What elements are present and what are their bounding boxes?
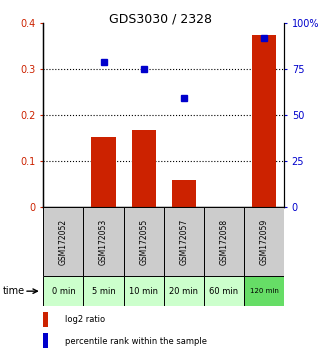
Text: 10 min: 10 min (129, 287, 158, 296)
Bar (124, 207, 164, 276)
Bar (43, 312, 48, 327)
Bar (83, 276, 124, 306)
Text: GSM172058: GSM172058 (219, 218, 229, 265)
Text: time: time (3, 286, 25, 296)
Bar (43, 276, 83, 306)
Text: GSM172053: GSM172053 (99, 218, 108, 265)
Bar (204, 276, 244, 306)
Text: log2 ratio: log2 ratio (65, 315, 105, 324)
Bar (252, 34, 276, 207)
Text: GSM172052: GSM172052 (59, 218, 68, 265)
Bar (83, 207, 124, 276)
Text: GSM172059: GSM172059 (259, 218, 269, 265)
Text: GSM172057: GSM172057 (179, 218, 188, 265)
Bar (244, 207, 284, 276)
Text: 20 min: 20 min (169, 287, 198, 296)
Bar (132, 130, 156, 207)
Bar (164, 276, 204, 306)
Bar (43, 207, 83, 276)
Text: 0 min: 0 min (52, 287, 75, 296)
Text: 60 min: 60 min (209, 287, 239, 296)
Bar (124, 276, 164, 306)
Bar (91, 137, 116, 207)
Text: percentile rank within the sample: percentile rank within the sample (65, 337, 207, 346)
Text: 120 min: 120 min (250, 288, 278, 294)
Bar (164, 207, 204, 276)
Text: 5 min: 5 min (92, 287, 115, 296)
Bar (244, 276, 284, 306)
Bar (204, 207, 244, 276)
Text: GSM172055: GSM172055 (139, 218, 148, 265)
Text: GDS3030 / 2328: GDS3030 / 2328 (109, 12, 212, 25)
Bar (172, 181, 196, 207)
Bar (43, 333, 48, 348)
